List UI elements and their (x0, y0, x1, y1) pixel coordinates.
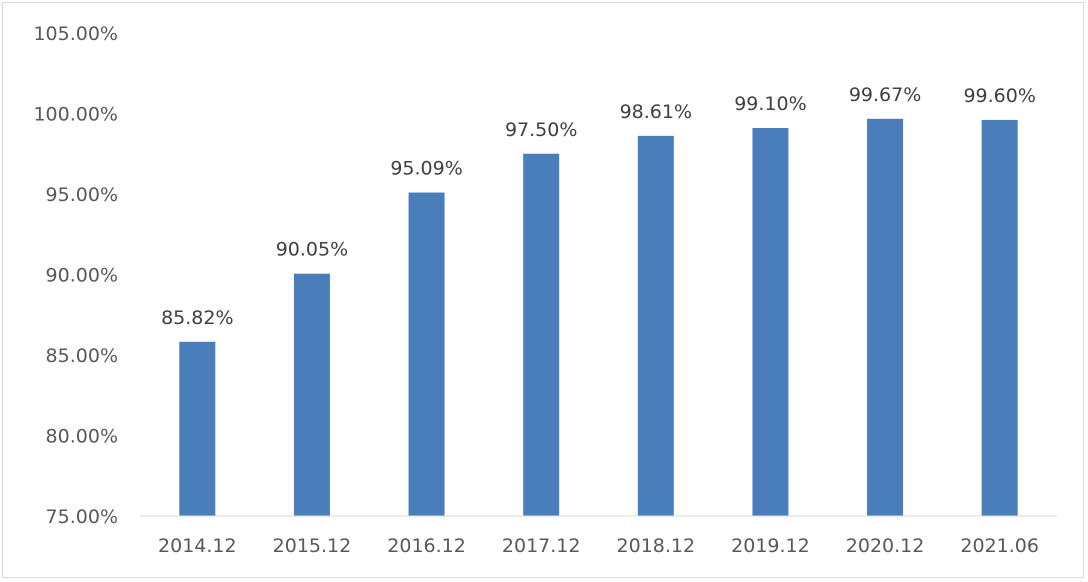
y-tick-label: 90.00% (46, 265, 118, 287)
y-tick-label: 100.00% (33, 104, 118, 126)
data-label: 99.67% (849, 84, 921, 106)
bars (179, 118, 1018, 517)
x-tick-label: 2014.12 (158, 535, 237, 557)
data-label: 85.82% (161, 307, 233, 329)
bar (637, 135, 674, 516)
x-axis-tick-labels: 2014.12 2015.12 2016.12 2017.12 2018.12 2019.… (158, 535, 1039, 557)
bar (981, 119, 1018, 516)
y-tick-label: 85.00% (46, 345, 118, 367)
x-tick-label: 2017.12 (502, 535, 581, 557)
data-label: 97.50% (505, 119, 577, 141)
data-label: 95.09% (390, 158, 462, 180)
bar (523, 153, 560, 516)
bar (752, 127, 789, 517)
bar (293, 273, 330, 516)
x-tick-label: 2016.12 (387, 535, 466, 557)
data-label: 98.61% (620, 101, 692, 123)
data-label: 99.10% (734, 93, 806, 115)
data-label: 90.05% (276, 239, 348, 261)
y-axis-tick-labels: 75.00% 80.00% 85.00% 90.00% 95.00% 100.00% 105… (33, 23, 118, 528)
y-tick-label: 95.00% (46, 184, 118, 206)
data-labels: 85.82% 90.05% 95.09% 97.50% 98.61% 99.10% 99.6… (161, 84, 1036, 329)
bar (408, 192, 445, 516)
y-tick-label: 105.00% (33, 23, 118, 45)
x-tick-label: 2019.12 (731, 535, 810, 557)
y-tick-label: 75.00% (46, 506, 118, 528)
x-tick-label: 2018.12 (617, 535, 696, 557)
bar (179, 341, 216, 516)
y-tick-label: 80.00% (46, 426, 118, 448)
x-tick-label: 2020.12 (846, 535, 925, 557)
data-label: 99.60% (963, 85, 1035, 107)
x-tick-label: 2015.12 (273, 535, 352, 557)
x-tick-label: 2021.06 (960, 535, 1039, 557)
bar (867, 118, 904, 517)
